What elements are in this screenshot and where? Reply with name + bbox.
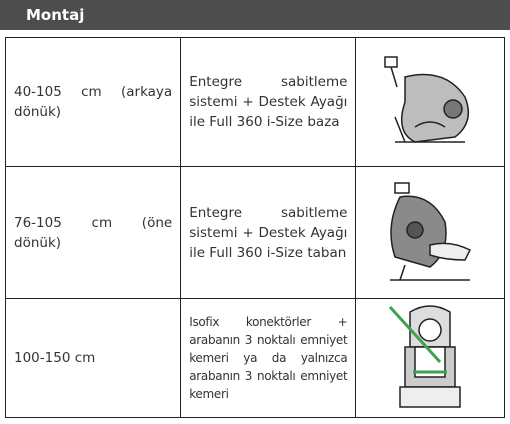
cell: Entegre sabitleme sistemi + Destek Ayağı… xyxy=(180,37,357,167)
illustration-cell xyxy=(355,37,505,167)
booster-seat-illustration xyxy=(389,305,461,408)
seat-rear-facing-illustration xyxy=(384,56,470,143)
cell: 76-105 cm (öne dönük) xyxy=(4,166,182,299)
cell: 40-105 cm (arkaya dönük) xyxy=(4,37,182,167)
cell: Isofix konektörler + arabanın 3 noktalı … xyxy=(180,298,357,418)
table: 40-105 cm (arkaya dönük) Entegre sabitle… xyxy=(4,37,505,418)
illustration-cell xyxy=(355,298,505,418)
table-row: 100-150 cm Isofix konektörler + arabanın… xyxy=(4,298,505,418)
seat-forward-facing-illustration xyxy=(390,182,472,281)
illustration-cell xyxy=(355,166,505,299)
table-row: 40-105 cm (arkaya dönük) Entegre sabitle… xyxy=(4,37,505,167)
cell: 100-150 cm xyxy=(4,298,182,418)
table-row: 76-105 cm (öne dönük) Entegre sabitleme … xyxy=(4,166,505,299)
header-title: Montaj xyxy=(26,6,85,24)
cell: Entegre sabitleme sistemi + Destek Ayağı… xyxy=(180,166,357,299)
header-bar: Montaj xyxy=(0,0,510,30)
